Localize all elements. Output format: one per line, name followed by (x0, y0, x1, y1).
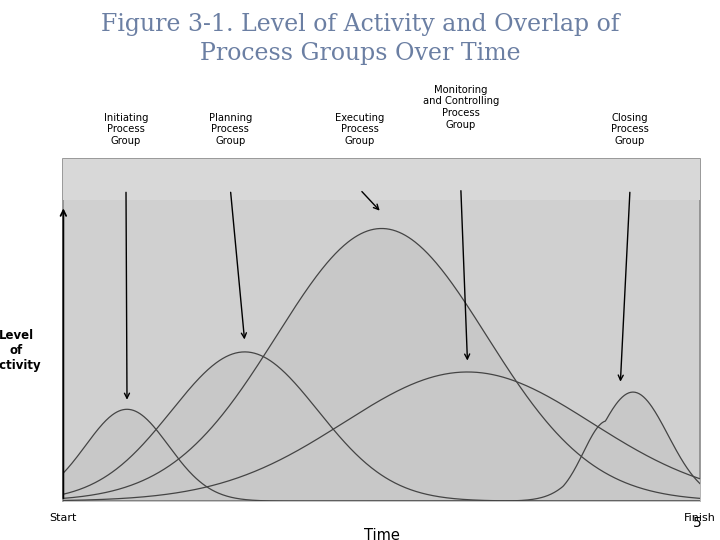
Text: Closing
Process
Group: Closing Process Group (611, 113, 649, 146)
Text: Time: Time (364, 528, 400, 540)
Text: Executing
Process
Group: Executing Process Group (336, 113, 384, 146)
Text: 5: 5 (693, 516, 702, 530)
Text: Level
of
Activity: Level of Activity (0, 329, 42, 372)
Text: Planning
Process
Group: Planning Process Group (209, 113, 252, 146)
Text: Start: Start (50, 513, 77, 523)
Text: Figure 3-1. Level of Activity and Overlap of
Process Groups Over Time: Figure 3-1. Level of Activity and Overla… (101, 14, 619, 65)
Text: Monitoring
and Controlling
Process
Group: Monitoring and Controlling Process Group (423, 85, 499, 130)
Text: Initiating
Process
Group: Initiating Process Group (104, 113, 148, 146)
Text: Finish: Finish (684, 513, 716, 523)
